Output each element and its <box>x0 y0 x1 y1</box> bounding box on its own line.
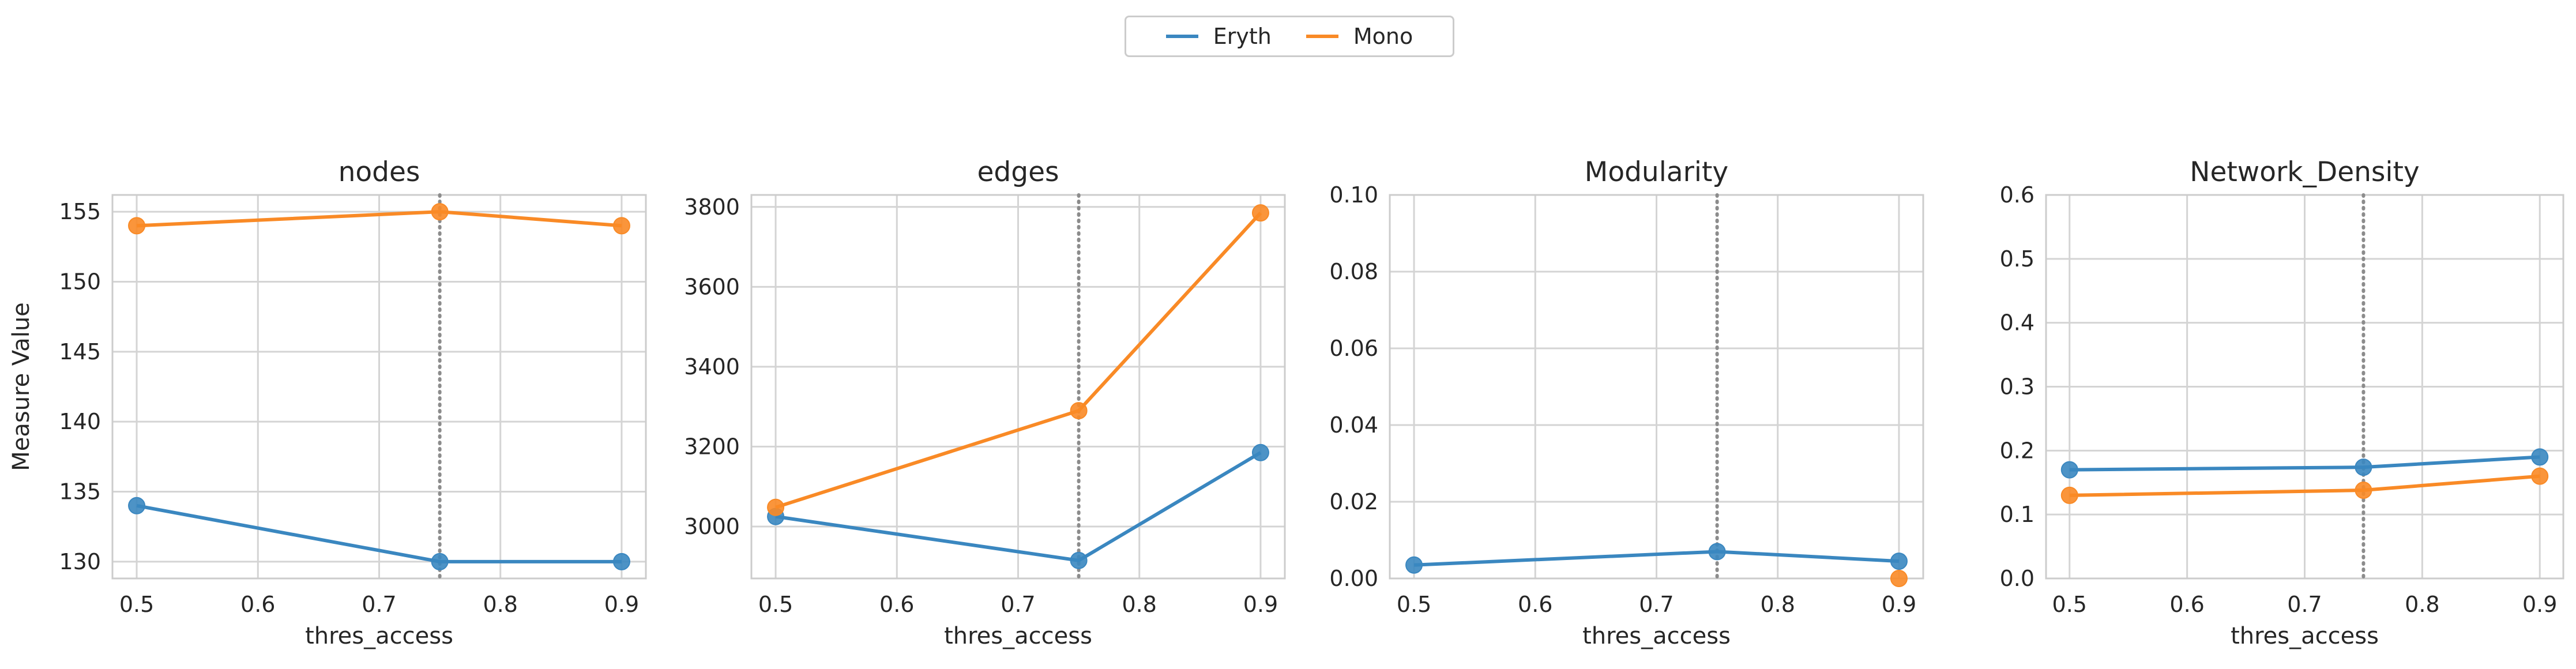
x-tick-label: 0.8 <box>483 592 518 617</box>
y-tick-label: 3000 <box>684 514 740 539</box>
y-tick-label: 0.3 <box>2000 374 2035 400</box>
data-point-mono <box>2531 467 2549 485</box>
data-point-eryth <box>431 553 449 570</box>
data-point-eryth <box>1708 543 1726 561</box>
data-point-eryth <box>1070 551 1088 569</box>
y-tick-label: 135 <box>59 479 101 505</box>
subplot-2: 0.5 0.6 0.7 0.8 0.9 3000 3200 3400 3600 3800 edges… <box>684 156 1286 649</box>
data-point-eryth <box>612 553 630 570</box>
chart-title: nodes <box>339 156 420 188</box>
x-tick-label: 0.7 <box>362 592 396 617</box>
data-point-eryth <box>1251 444 1269 461</box>
y-tick-label: 130 <box>59 549 101 574</box>
data-point-mono <box>1251 204 1269 222</box>
y-tick-label: 0.04 <box>1329 412 1378 438</box>
y-tick-label: 0.0 <box>2000 566 2035 591</box>
x-tick-label: 0.7 <box>1639 592 1674 617</box>
y-tick-label: 145 <box>59 339 101 364</box>
y-tick-label: 150 <box>59 269 101 294</box>
y-tick-label: 0.00 <box>1329 566 1378 591</box>
x-tick-label: 0.8 <box>1761 592 1795 617</box>
axes-frame <box>111 194 647 580</box>
x-tick-label: 0.9 <box>1243 592 1278 617</box>
y-tick-label: 0.5 <box>2000 246 2035 272</box>
chart-title: Network_Density <box>2190 156 2419 188</box>
y-tick-label: 3400 <box>684 354 740 379</box>
chart-legend: Eryth Mono <box>1125 16 1454 57</box>
x-tick-label: 0.6 <box>240 592 275 617</box>
data-point-eryth <box>128 497 146 514</box>
y-tick-label: 0.08 <box>1329 259 1378 284</box>
x-tick-label: 0.5 <box>758 592 793 617</box>
axes-frame <box>750 194 1286 580</box>
subplot-4: 0.5 0.6 0.7 0.8 0.9 0.0 0.1 0.2 0.3 0.4 0.5 0.6 Netw… <box>2000 156 2564 649</box>
subplot-3: 0.5 0.6 0.7 0.8 0.9 0.00 0.02 0.04 0.06 0.08 0.10 M… <box>1329 156 1924 649</box>
data-point-mono <box>767 498 785 516</box>
data-point-mono <box>612 217 630 235</box>
data-point-mono <box>431 203 449 221</box>
axes-frame <box>1389 194 1924 580</box>
y-tick-label: 140 <box>59 409 101 434</box>
x-tick-label: 0.7 <box>1001 592 1035 617</box>
chart-title: Modularity <box>1585 156 1728 188</box>
data-point-eryth <box>1890 553 1908 570</box>
data-point-mono <box>1890 570 1908 587</box>
y-tick-label: 0.02 <box>1329 489 1378 514</box>
data-point-eryth <box>2355 458 2372 476</box>
y-tick-label: 0.6 <box>2000 182 2035 208</box>
y-tick-label: 3800 <box>684 194 740 220</box>
data-point-mono <box>2060 486 2078 504</box>
x-tick-label: 0.8 <box>2405 592 2439 617</box>
axes-frame <box>2045 194 2564 580</box>
data-point-eryth <box>2060 461 2078 479</box>
data-point-eryth <box>1405 556 1423 574</box>
x-axis-label: thres_access <box>2231 623 2379 649</box>
legend-swatch-eryth <box>1165 35 1198 38</box>
x-tick-label: 0.6 <box>879 592 914 617</box>
subplot-1: 0.5 0.6 0.7 0.8 0.9 130 135 140 145 150 155 nodes th… <box>8 156 647 649</box>
legend-label-mono: Mono <box>1353 24 1413 49</box>
y-tick-label: 3200 <box>684 434 740 459</box>
legend-label-eryth: Eryth <box>1213 24 1272 49</box>
data-point-mono <box>1070 402 1088 420</box>
y-tick-label: 0.06 <box>1329 336 1378 361</box>
y-tick-label: 0.4 <box>2000 310 2035 336</box>
x-tick-label: 0.9 <box>604 592 639 617</box>
legend-item-mono: Mono <box>1306 24 1413 49</box>
x-tick-label: 0.5 <box>2052 592 2087 617</box>
y-tick-label: 0.2 <box>2000 438 2035 463</box>
x-axis-label: thres_access <box>1582 623 1731 649</box>
legend-item-eryth: Eryth <box>1165 24 1272 49</box>
x-tick-label: 0.8 <box>1122 592 1157 617</box>
x-axis-label: thres_access <box>305 623 453 649</box>
y-tick-label: 0.10 <box>1329 182 1378 208</box>
y-tick-label: 155 <box>59 199 101 224</box>
x-tick-label: 0.7 <box>2287 592 2322 617</box>
y-axis-label: Measure Value <box>8 302 35 471</box>
chart-title: edges <box>977 156 1059 188</box>
x-tick-label: 0.9 <box>2522 592 2557 617</box>
y-tick-label: 3600 <box>684 274 740 299</box>
data-point-mono <box>2355 482 2372 499</box>
x-tick-label: 0.5 <box>119 592 154 617</box>
data-point-mono <box>128 217 146 235</box>
x-tick-label: 0.9 <box>1882 592 1916 617</box>
x-tick-label: 0.5 <box>1397 592 1431 617</box>
data-point-eryth <box>2531 448 2549 466</box>
x-axis-label: thres_access <box>944 623 1092 649</box>
y-tick-label: 0.1 <box>2000 502 2035 527</box>
x-tick-label: 0.6 <box>1518 592 1552 617</box>
x-tick-label: 0.6 <box>2169 592 2204 617</box>
legend-swatch-mono <box>1306 35 1338 38</box>
